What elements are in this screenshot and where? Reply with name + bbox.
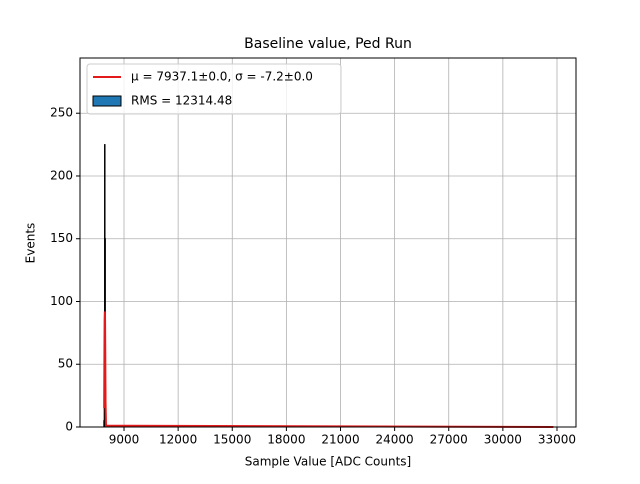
legend-label: μ = 7937.1±0.0, σ = -7.2±0.0 bbox=[131, 70, 313, 84]
x-axis-label: Sample Value [ADC Counts] bbox=[245, 455, 411, 469]
y-tick-label: 150 bbox=[50, 231, 73, 245]
x-tick-label: 18000 bbox=[267, 433, 305, 447]
x-tick-label: 15000 bbox=[213, 433, 251, 447]
x-tick-label: 12000 bbox=[159, 433, 197, 447]
plot-frame bbox=[79, 57, 577, 428]
legend-box bbox=[86, 63, 342, 115]
fit-line bbox=[103, 311, 554, 428]
y-tick-label: 100 bbox=[50, 294, 73, 308]
x-tick-label: 21000 bbox=[321, 433, 359, 447]
y-tick-label: 50 bbox=[58, 357, 73, 371]
x-tick-label: 9000 bbox=[109, 433, 140, 447]
x-tick-label: 30000 bbox=[484, 433, 522, 447]
y-tick-label: 0 bbox=[65, 420, 73, 434]
chart-title: Baseline value, Ped Run bbox=[244, 36, 412, 52]
y-tick-label: 200 bbox=[50, 168, 73, 182]
y-tick-label: 250 bbox=[50, 106, 73, 120]
x-tick-label: 27000 bbox=[430, 433, 468, 447]
x-tick-label: 24000 bbox=[376, 433, 414, 447]
legend-label: RMS = 12314.48 bbox=[131, 94, 232, 108]
legend-patch bbox=[92, 95, 122, 107]
y-axis-label: Events bbox=[24, 223, 38, 264]
x-tick-label: 33000 bbox=[538, 433, 576, 447]
